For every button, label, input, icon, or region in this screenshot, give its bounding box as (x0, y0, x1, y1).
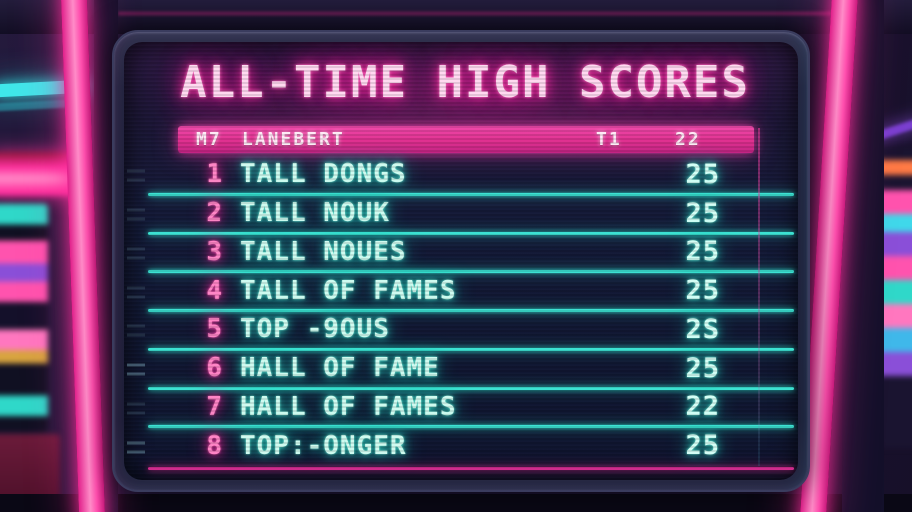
row-score: 22 (685, 391, 720, 423)
table-row: 5 TOP -9OUS 2S (124, 310, 798, 351)
row-score: 25 (685, 430, 720, 462)
row-rank: 2 (206, 198, 222, 229)
row-rank: 4 (206, 275, 222, 306)
header-tier-label: T1 (596, 129, 622, 150)
row-name: HALL OF FAME (240, 353, 440, 384)
row-rank: 5 (206, 314, 222, 345)
row-rank: 8 (206, 430, 222, 461)
score-table-body: 1 TALL DONGS 25 2 TALL NOUK 25 3 TALL NOUES 25 4 T… (124, 155, 798, 470)
screen-bezel: ALL-TIME HIGH SCORES M7 LANEBERT T1 22 1… (112, 30, 810, 492)
cabinet-marquee (0, 152, 76, 196)
row-rank: 7 (206, 391, 222, 422)
table-row: 6 HALL OF FAME 25 (124, 349, 798, 390)
cabinet-bottom-panel (0, 494, 912, 512)
row-name: TALL NOUK (240, 198, 390, 229)
row-name: TOP:-ONGER (240, 430, 407, 461)
table-row: 1 TALL DONGS 25 (124, 155, 798, 196)
row-score: 25 (685, 352, 720, 384)
header-name-label: LANEBERT (242, 129, 345, 150)
crt-screen: ALL-TIME HIGH SCORES M7 LANEBERT T1 22 1… (124, 42, 798, 480)
row-score: 25 (685, 275, 720, 307)
header-rank-label: M7 (196, 129, 222, 150)
page-title: ALL-TIME HIGH SCORES (180, 57, 750, 108)
row-name: TALL DONGS (240, 159, 407, 190)
table-row: 4 TALL OF FAMES 25 (124, 271, 798, 312)
row-name: TALL OF FAMES (240, 275, 457, 306)
cabinet-top-panel (0, 0, 912, 34)
score-column-divider (758, 128, 760, 466)
row-name: TALL NOUES (240, 236, 407, 267)
row-rank: 1 (206, 159, 222, 190)
header-score-label: 22 (675, 129, 701, 150)
table-row: 3 TALL NOUES 25 (124, 233, 798, 273)
cabinet-top-glow-line (118, 12, 848, 15)
table-row: 7 HALL OF FAMES 22 (124, 388, 798, 428)
row-name: TOP -9OUS (240, 314, 390, 345)
row-score: 25 (685, 158, 720, 190)
row-name: HALL OF FAMES (240, 391, 457, 422)
table-header: M7 LANEBERT T1 22 (178, 126, 754, 153)
table-row: 8 TOP:-ONGER 25 (124, 426, 798, 470)
cabinet-screen (0, 204, 48, 432)
row-score: 2S (685, 313, 720, 345)
background-arcade-cabinet-left (0, 138, 76, 512)
row-rank: 3 (206, 236, 222, 267)
table-row: 2 TALL NOUK 25 (124, 194, 798, 235)
row-rank: 6 (206, 353, 222, 384)
row-score: 25 (685, 197, 720, 229)
row-score: 25 (685, 236, 720, 268)
